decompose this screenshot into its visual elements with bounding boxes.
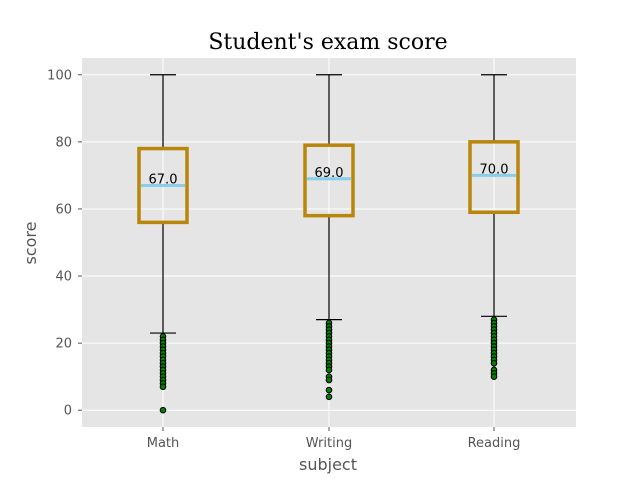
box-reading: 70.0 — [468, 74, 520, 380]
flier-point — [325, 393, 333, 401]
flier-point — [159, 406, 167, 414]
y-tick-label: 100 — [47, 68, 72, 83]
flier-point — [325, 366, 333, 374]
iqr-box — [137, 146, 189, 225]
y-tick-label: 0 — [64, 404, 72, 419]
iqr-box — [303, 143, 355, 218]
iqr-box — [468, 140, 520, 215]
flier-point — [490, 359, 498, 367]
x-tick-label: Math — [147, 436, 180, 451]
y-tick-label: 60 — [55, 202, 72, 217]
x-tick-label: Reading — [468, 436, 521, 451]
y-tick-label: 80 — [55, 135, 72, 150]
y-tick-label: 20 — [55, 337, 72, 352]
x-axis-label: subject — [299, 455, 357, 474]
x-tick-label: Writing — [306, 436, 352, 451]
x-axis-ticks: Math Writing Reading — [147, 427, 521, 451]
median-label: 67.0 — [149, 172, 178, 187]
median-label: 69.0 — [315, 166, 344, 181]
y-tick-label: 40 — [55, 270, 72, 285]
flier-point — [325, 386, 333, 394]
chart-title: Student's exam score — [208, 30, 447, 55]
box-writing: 69.0 — [303, 74, 355, 401]
boxes: 67.0 69.0 70.0 — [137, 74, 520, 414]
y-axis-label: score — [21, 222, 40, 265]
box-math: 67.0 — [137, 74, 189, 414]
y-axis-ticks: 0 20 40 60 80 100 — [47, 68, 82, 419]
flier-point — [159, 383, 167, 391]
median-label: 70.0 — [480, 162, 509, 177]
flier-point — [490, 373, 498, 380]
flier-point — [325, 376, 333, 384]
